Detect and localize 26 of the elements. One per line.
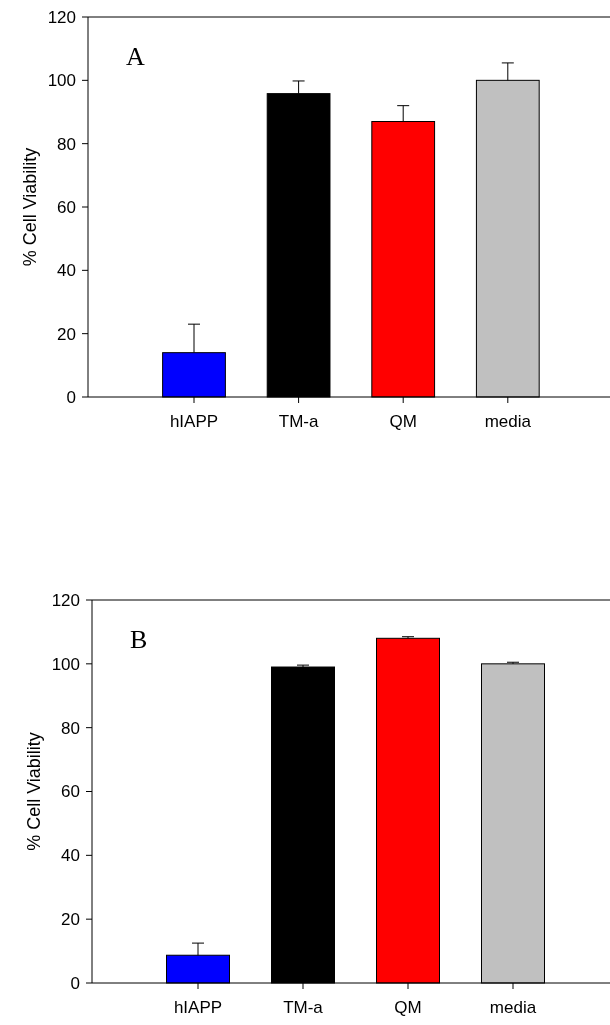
y-tick-label: 20 — [57, 324, 76, 344]
y-tick-label: 0 — [70, 973, 80, 993]
x-tick-label: media — [489, 998, 537, 1017]
x-tick-label: TM-a — [283, 998, 324, 1017]
y-tick-label: 100 — [51, 654, 80, 674]
y-axis-title: % Cell Viability — [20, 147, 40, 267]
x-tick-label: hIAPP — [173, 998, 223, 1017]
x-tick-label: TM-a — [278, 412, 319, 431]
annotation: A — [126, 42, 145, 71]
y-tick-label: 120 — [51, 590, 80, 610]
y-tick-label: 120 — [47, 7, 76, 27]
annotation: B — [130, 625, 148, 654]
x-tick-label: QM — [389, 412, 417, 431]
y-tick-label: 60 — [57, 197, 76, 217]
y-tick-label: 80 — [57, 134, 76, 154]
y-tick-label: 40 — [57, 261, 76, 281]
y-tick-label: 60 — [61, 782, 80, 802]
y-tick-label: 40 — [61, 846, 80, 866]
x-tick-label: hIAPP — [169, 412, 219, 431]
y-tick-label: 80 — [61, 718, 80, 738]
y-axis-title: % Cell Viability — [24, 732, 44, 851]
y-tick-label: 100 — [47, 71, 76, 91]
y-tick-label: 0 — [66, 387, 76, 407]
y-tick-label: 20 — [61, 910, 80, 930]
x-tick-label: QM — [394, 998, 422, 1017]
x-tick-label: media — [484, 412, 532, 431]
